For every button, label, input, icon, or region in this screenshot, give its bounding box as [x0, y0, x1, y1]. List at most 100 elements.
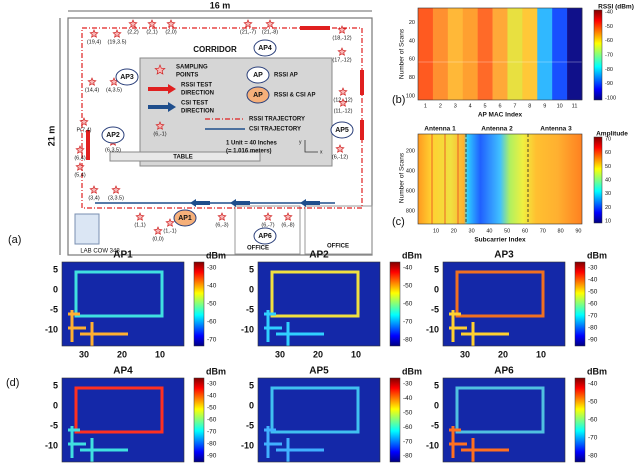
sampling-star [217, 212, 227, 221]
label: RSSI TRAJECTORY [249, 117, 305, 123]
point-label: (2,1) [146, 29, 157, 35]
colorbar-tick-label: -80 [403, 453, 413, 460]
x-tick-label: 10 [351, 465, 361, 467]
colorbar-tick-label: -90 [207, 453, 217, 460]
sampling-star [243, 19, 253, 28]
colorbar-tick-label: -40 [207, 393, 217, 400]
y-tick-label: 400 [406, 168, 415, 174]
colorbar-tick-label: 70 [605, 136, 611, 142]
colorbar-tick-label: -30 [588, 265, 598, 272]
y-tick-label: -5 [246, 420, 254, 430]
label: Number of Scans [399, 152, 406, 203]
y-tick-label: -10 [45, 324, 58, 334]
x-tick-label: 50 [504, 228, 510, 234]
plot-frame [417, 7, 583, 101]
x-tick-label: 4 [469, 103, 472, 109]
sampling-star [89, 185, 99, 194]
colorbar-title: Amplitude [596, 131, 628, 138]
point-label: (6,-8) [281, 222, 294, 228]
colorbar-tick-label: 30 [605, 191, 611, 197]
sampling-star [87, 77, 97, 86]
x-tick-label: 5 [484, 103, 487, 109]
legend-rssi-arrow [148, 84, 176, 94]
point-label: (6,-3) [215, 222, 228, 228]
y-tick-label: 5 [53, 264, 58, 274]
office [304, 205, 373, 255]
map-title: AP5 [309, 366, 329, 377]
point-label: (2,2) [127, 29, 138, 35]
label: RSSI TEST [181, 83, 212, 89]
colorbar-tick-label: -70 [403, 438, 413, 445]
point-label: (14,4) [85, 87, 100, 93]
point-label: (3,4) [88, 195, 99, 201]
point-label: P(7,4) [77, 127, 92, 133]
colorbar-tick-label: -40 [588, 381, 598, 388]
y-tick-label: 0 [249, 284, 254, 294]
legend-ap [246, 66, 270, 84]
point-label: (3,3.5) [108, 195, 124, 201]
legend-csi-ap [246, 86, 270, 104]
label: Number of Scans [399, 28, 406, 79]
point-label: (6,-7) [261, 222, 274, 228]
label: AP MAC Index [478, 112, 523, 119]
colorbar-tick-label: -70 [588, 313, 598, 320]
heatmap-column [447, 8, 464, 100]
colorbar-tick-label: -60 [403, 424, 413, 431]
signal-map [258, 378, 380, 462]
label: POINTS [176, 73, 198, 79]
label: RSSI & CSI AP [274, 93, 315, 99]
sampling-star [335, 144, 345, 153]
sampling-star [265, 19, 275, 28]
x-tick-label: 80 [558, 228, 564, 234]
heatmap-column [477, 8, 493, 100]
panel-label: (b) [392, 94, 405, 106]
colorbar-tick-label: -40 [403, 265, 413, 272]
signal-map [62, 378, 184, 462]
map-title: AP6 [494, 366, 514, 377]
x-tick-label: 20 [498, 465, 508, 467]
x-tick-label: 10 [433, 228, 439, 234]
colorbar-tick-label: -50 [403, 410, 413, 417]
y-tick-label: 40 [409, 38, 415, 44]
point-label: (1,1) [134, 222, 145, 228]
sampling-star [128, 19, 138, 28]
x-tick-label: 11 [572, 103, 578, 109]
colorbar-tick-label: 40 [605, 177, 611, 183]
colorbar-tick-label: -40 [403, 395, 413, 402]
point-label: (11,-12) [334, 108, 353, 114]
ap-label: AP2 [106, 132, 120, 139]
heatmap-column [537, 8, 553, 100]
ap-label: AP1 [178, 215, 192, 222]
x-tick-label: 10 [155, 465, 165, 467]
heatmap-column [522, 8, 538, 100]
y-tick-label: 5 [53, 380, 58, 390]
heatmap-column [492, 8, 508, 100]
y-tick-label: -10 [426, 324, 439, 334]
sampling-star [153, 226, 163, 235]
colorbar-tick-label: -80 [207, 441, 217, 448]
label: OFFICE [327, 244, 349, 250]
heatmap-column [418, 8, 434, 100]
plot-frame [61, 261, 185, 347]
colorbar-tick-label: -80 [403, 337, 413, 344]
label: x [320, 149, 323, 155]
plot-frame [442, 377, 566, 463]
point-label: (21,-7) [240, 29, 256, 35]
colorbar [574, 377, 586, 463]
x-tick-label: 30 [469, 228, 475, 234]
point-label: (4,3.5) [106, 87, 122, 93]
axes-icon [304, 140, 318, 153]
colorbar [593, 9, 603, 101]
heatmap-column [567, 8, 583, 100]
colorbar-tick-label: 10 [605, 218, 611, 224]
x-tick-label: 30 [460, 349, 470, 359]
colorbar-tick-label: -30 [403, 381, 413, 388]
rssi-trajectory [81, 27, 363, 209]
colorbar-tick-label: -50 [207, 301, 217, 308]
colorbar-tick-label: -80 [588, 453, 598, 460]
x-tick-label: 20 [117, 349, 127, 359]
colorbar-tick-label: -70 [605, 52, 613, 58]
signal-map [443, 378, 565, 462]
colorbar-tick-label: -60 [605, 38, 613, 44]
